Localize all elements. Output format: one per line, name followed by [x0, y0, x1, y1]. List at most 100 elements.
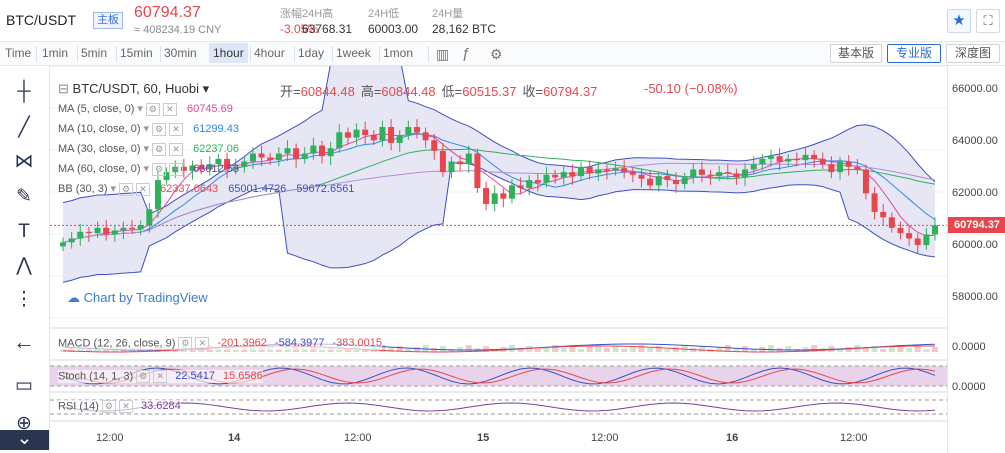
- fib-icon[interactable]: ⋈: [14, 151, 34, 172]
- chevron-down-icon: ▾: [110, 183, 117, 195]
- close-icon[interactable]: ✕: [136, 182, 151, 196]
- settings-icon[interactable]: ⚙: [490, 46, 503, 62]
- price-label: 58000.00: [952, 291, 998, 303]
- macd-bar: [837, 349, 844, 352]
- settings-icon[interactable]: ⚙: [152, 162, 167, 176]
- candle: [862, 169, 869, 194]
- interval-1mon[interactable]: 1mon: [383, 46, 414, 60]
- fullscreen-icon[interactable]: ⛶: [976, 9, 1000, 33]
- indicator-name: BB (30, 3): [58, 183, 108, 195]
- close-icon[interactable]: ✕: [153, 370, 168, 383]
- interval-1min[interactable]: 1min: [42, 46, 69, 60]
- candle-style-icon[interactable]: ▥: [436, 46, 450, 62]
- interval-30min[interactable]: 30min: [164, 46, 197, 60]
- macd-bar: [543, 347, 550, 352]
- view-button-0[interactable]: 基本版: [830, 44, 882, 63]
- interval-4hour[interactable]: 4hour: [254, 46, 285, 60]
- pattern-icon[interactable]: ⋀: [16, 255, 32, 276]
- view-button-2[interactable]: 深度图: [946, 44, 1000, 63]
- interval-1week[interactable]: 1week: [336, 46, 371, 60]
- candle: [612, 168, 619, 171]
- interval-1day[interactable]: 1day: [298, 46, 325, 60]
- back-arrow-icon[interactable]: ←: [13, 329, 35, 354]
- candle: [215, 158, 222, 165]
- macd-bar: [793, 349, 800, 352]
- macd-bar: [862, 348, 869, 352]
- price-scale[interactable]: 66000.00 64000.00 62000.00 60000.00 58000.00…: [947, 66, 1005, 453]
- settings-icon[interactable]: ⚙: [136, 370, 151, 383]
- macd-bar: [405, 349, 412, 352]
- settings-icon[interactable]: ⚙: [152, 142, 167, 156]
- ticker-header: BTC/USDT 主板 60794.37 ≈ 408234.19 CNY ★ ⛶…: [0, 0, 1005, 42]
- settings-icon[interactable]: ⚙: [101, 400, 116, 413]
- macd-bar: [845, 347, 852, 352]
- stat-label-2: 24H低: [368, 8, 400, 20]
- macd-bar: [534, 349, 541, 352]
- indicator-name: MA (5, close, 0): [58, 103, 135, 115]
- tradingview-watermark[interactable]: ☁ Chart by TradingView: [67, 290, 208, 305]
- indicator-value: 63012.53: [193, 163, 239, 175]
- text-icon[interactable]: T: [18, 221, 30, 242]
- close-icon[interactable]: ✕: [169, 122, 184, 136]
- macd-bar: [647, 348, 654, 352]
- macd-bar: [483, 346, 490, 352]
- trend-line-icon[interactable]: ╱: [18, 117, 30, 138]
- close-icon[interactable]: ✕: [169, 162, 184, 176]
- indicators-icon[interactable]: ƒ: [462, 45, 471, 62]
- interval-1hour[interactable]: 1hour: [209, 43, 248, 63]
- indicator-value: 60745.69: [186, 103, 233, 115]
- star-icon[interactable]: ★: [947, 9, 971, 33]
- macd-bar: [85, 348, 92, 352]
- interval-15min[interactable]: 15min: [120, 46, 153, 60]
- price-label: 66000.00: [952, 83, 998, 95]
- candle: [413, 127, 420, 133]
- close-icon[interactable]: ✕: [118, 400, 133, 413]
- crosshair-icon[interactable]: ┼: [17, 81, 31, 102]
- candle: [422, 132, 429, 141]
- chart-canvas[interactable]: [50, 66, 947, 453]
- candle: [569, 172, 576, 177]
- subpane-name: Stoch (14, 1, 3): [58, 370, 134, 383]
- settings-icon[interactable]: ⚙: [152, 122, 167, 136]
- candle: [724, 172, 731, 174]
- candle: [776, 156, 783, 162]
- close-icon[interactable]: ✕: [169, 142, 184, 156]
- candle: [932, 225, 938, 235]
- subpane-scale-label: 0.0000: [952, 381, 986, 393]
- interval-5min[interactable]: 5min: [81, 46, 108, 60]
- chevron-down-icon: ▾: [143, 163, 150, 175]
- candle: [474, 153, 481, 189]
- macd-bar: [681, 345, 688, 352]
- candle: [560, 172, 567, 178]
- indicator-value: 65001.4726: [228, 183, 287, 195]
- subpane-legend-0: MACD (12, 26, close, 9) ⚙ ✕ -201.3962 -584.3…: [58, 337, 383, 350]
- macd-bar: [379, 345, 386, 352]
- chevron-down-icon[interactable]: ⌄: [0, 429, 49, 450]
- candle: [742, 169, 749, 178]
- macd-bar: [258, 348, 265, 352]
- board-badge[interactable]: 主板: [93, 12, 123, 29]
- measure-icon[interactable]: ⋮: [14, 289, 34, 310]
- subpane-value: 15.6586: [222, 370, 263, 383]
- macd-bar: [560, 348, 567, 352]
- brush-icon[interactable]: ✎: [16, 186, 32, 207]
- candle: [483, 188, 490, 204]
- chart-area[interactable]: ⊟ BTC/USDT, 60, Huobi ▾ 开=60844.48 高=6084…: [50, 66, 947, 453]
- settings-icon[interactable]: ⚙: [119, 182, 134, 196]
- candle: [543, 174, 550, 183]
- candle: [672, 180, 679, 185]
- view-button-1[interactable]: 专业版: [887, 44, 941, 63]
- zoom-icon[interactable]: ⊕: [16, 413, 32, 434]
- ruler-icon[interactable]: ▭: [15, 375, 33, 396]
- macd-bar: [603, 348, 610, 352]
- settings-icon[interactable]: ⚙: [145, 102, 160, 116]
- close-icon[interactable]: ✕: [162, 102, 177, 116]
- candle: [293, 148, 300, 159]
- settings-icon[interactable]: ⚙: [178, 337, 193, 350]
- macd-bar: [413, 347, 420, 352]
- candle: [379, 127, 386, 141]
- candle: [914, 238, 921, 246]
- close-icon[interactable]: ✕: [195, 337, 210, 350]
- ma-60-line: [62, 162, 936, 243]
- indicator-name: MA (10, close, 0): [58, 123, 141, 135]
